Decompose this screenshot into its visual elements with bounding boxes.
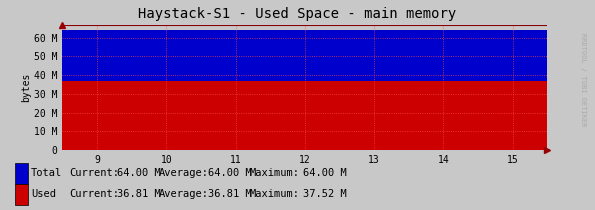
Text: Maximum:: Maximum: bbox=[250, 168, 300, 178]
Text: 64.00 M: 64.00 M bbox=[117, 168, 161, 178]
Text: 36.81 M: 36.81 M bbox=[208, 189, 252, 199]
Text: 64.00 M: 64.00 M bbox=[208, 168, 252, 178]
Text: Average:: Average: bbox=[159, 168, 209, 178]
Text: 37.52 M: 37.52 M bbox=[303, 189, 347, 199]
Y-axis label: bytes: bytes bbox=[21, 73, 32, 102]
Text: Maximum:: Maximum: bbox=[250, 189, 300, 199]
Text: Haystack-S1 - Used Space - main memory: Haystack-S1 - Used Space - main memory bbox=[139, 7, 456, 21]
Text: Total: Total bbox=[31, 168, 62, 178]
Text: Current:: Current: bbox=[70, 168, 120, 178]
Text: 64.00 M: 64.00 M bbox=[303, 168, 347, 178]
Text: Current:: Current: bbox=[70, 189, 120, 199]
Text: Used: Used bbox=[31, 189, 56, 199]
Text: Average:: Average: bbox=[159, 189, 209, 199]
Text: 36.81 M: 36.81 M bbox=[117, 189, 161, 199]
Text: RRDTOOL / TOBI OETIKER: RRDTOOL / TOBI OETIKER bbox=[580, 33, 586, 127]
